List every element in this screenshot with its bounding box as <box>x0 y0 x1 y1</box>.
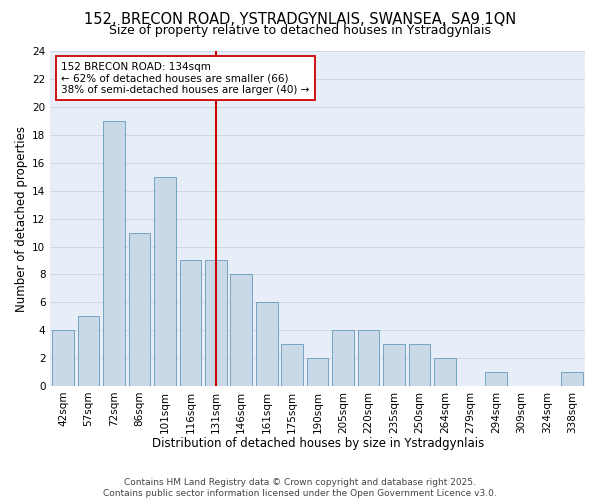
Bar <box>77 316 99 386</box>
Bar <box>562 372 583 386</box>
Bar <box>383 344 405 386</box>
Bar <box>128 232 150 386</box>
Text: Size of property relative to detached houses in Ystradgynlais: Size of property relative to detached ho… <box>109 24 491 37</box>
Text: 152 BRECON ROAD: 134sqm
← 62% of detached houses are smaller (66)
38% of semi-de: 152 BRECON ROAD: 134sqm ← 62% of detache… <box>61 62 310 94</box>
Bar <box>434 358 456 386</box>
X-axis label: Distribution of detached houses by size in Ystradgynlais: Distribution of detached houses by size … <box>152 437 484 450</box>
Bar <box>179 260 201 386</box>
Y-axis label: Number of detached properties: Number of detached properties <box>15 126 28 312</box>
Text: Contains HM Land Registry data © Crown copyright and database right 2025.
Contai: Contains HM Land Registry data © Crown c… <box>103 478 497 498</box>
Bar <box>409 344 430 386</box>
Bar <box>205 260 227 386</box>
Bar <box>307 358 328 386</box>
Bar <box>52 330 74 386</box>
Bar <box>358 330 379 386</box>
Bar <box>230 274 252 386</box>
Bar <box>154 177 176 386</box>
Bar <box>103 121 125 386</box>
Bar <box>256 302 278 386</box>
Bar <box>485 372 507 386</box>
Bar <box>281 344 303 386</box>
Bar <box>332 330 354 386</box>
Text: 152, BRECON ROAD, YSTRADGYNLAIS, SWANSEA, SA9 1QN: 152, BRECON ROAD, YSTRADGYNLAIS, SWANSEA… <box>84 12 516 28</box>
